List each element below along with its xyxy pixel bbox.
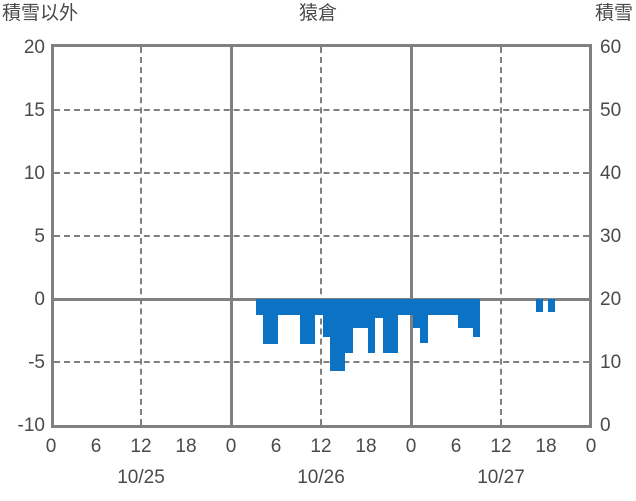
- x-tick-30h: 6: [270, 436, 282, 457]
- bar: [536, 299, 543, 312]
- left-axis-unit-label: 積雪以外: [2, 3, 79, 24]
- bar: [405, 299, 413, 316]
- y-tick-right-20: 20: [600, 289, 622, 310]
- bar: [413, 299, 420, 328]
- x-tick-0h: 0: [45, 436, 57, 457]
- x-tick-66h: 18: [535, 436, 557, 457]
- x-tick-36h: 12: [310, 436, 332, 457]
- right-axis-unit-label: 積雪: [594, 3, 633, 24]
- bar: [383, 299, 390, 354]
- bar: [368, 299, 375, 354]
- bar: [465, 299, 473, 328]
- x-tick-18h: 18: [175, 436, 197, 457]
- bar: [285, 299, 293, 316]
- x-tick-54h: 6: [450, 436, 462, 457]
- bar: [443, 299, 450, 316]
- y-tick-right-10: 10: [600, 352, 622, 373]
- bar: [458, 299, 465, 328]
- y-tick-left-0: 0: [34, 289, 45, 310]
- y-tick-right-30: 30: [600, 226, 622, 247]
- x-tick-72h: 0: [585, 436, 597, 457]
- bar: [256, 299, 263, 316]
- page-title: 猿倉: [298, 3, 337, 24]
- bar: [428, 299, 435, 316]
- x-axis-hour-labels: 0 6 12 18 0 6 12 18 0 6 12 18 0: [0, 436, 636, 462]
- gridline-x-12h: [140, 47, 142, 425]
- day-label-10-26: 10/26: [297, 467, 345, 488]
- bar: [360, 299, 368, 328]
- x-tick-12h: 12: [130, 436, 152, 457]
- y-tick-left-10: 10: [23, 163, 45, 184]
- x-tick-6h: 6: [90, 436, 102, 457]
- y-tick-left-20: 20: [23, 37, 45, 58]
- bar: [330, 299, 338, 371]
- bar: [473, 299, 480, 337]
- plot-inner: [54, 47, 589, 425]
- gridline-x-24h: [229, 47, 233, 425]
- day-label-10-27: 10/27: [477, 467, 525, 488]
- gridline-x-36h: [320, 47, 322, 425]
- bar: [345, 299, 353, 354]
- x-axis-day-labels: 10/25 10/26 10/27: [0, 466, 636, 496]
- bar: [435, 299, 443, 316]
- y-tick-right-50: 50: [600, 100, 622, 121]
- bar: [450, 299, 458, 316]
- bar: [293, 299, 300, 316]
- y-tick-left--5: -5: [28, 352, 45, 373]
- y-tick-left--10: -10: [17, 415, 45, 436]
- bar: [338, 299, 345, 371]
- bar: [375, 299, 383, 318]
- gridline-x-60h: [500, 47, 502, 425]
- bar: [390, 299, 398, 354]
- x-tick-42h: 18: [355, 436, 377, 457]
- x-tick-24h: 0: [225, 436, 237, 457]
- bar: [263, 299, 270, 345]
- bar: [420, 299, 428, 344]
- y-tick-left-15: 15: [23, 100, 45, 121]
- y-tick-right-60: 60: [600, 37, 622, 58]
- day-label-10-25: 10/25: [117, 467, 165, 488]
- plot-area: [51, 44, 592, 428]
- bar: [548, 299, 555, 312]
- y-tick-right-40: 40: [600, 163, 622, 184]
- y-tick-right-0: 0: [600, 415, 611, 436]
- gridline-x-48h: [409, 47, 413, 425]
- x-tick-48h: 0: [405, 436, 417, 457]
- bar: [270, 299, 278, 345]
- bar: [300, 299, 308, 345]
- bar: [323, 299, 330, 337]
- bar: [278, 299, 285, 316]
- y-axis-left-labels: 20 15 10 5 0 -5 -10: [0, 0, 45, 501]
- y-axis-right-labels: 60 50 40 30 20 10 0: [600, 0, 636, 501]
- x-tick-60h: 12: [490, 436, 512, 457]
- bar: [315, 299, 323, 316]
- bar: [308, 299, 315, 345]
- bar: [353, 299, 360, 328]
- bar: [398, 299, 405, 316]
- y-tick-left-5: 5: [34, 226, 45, 247]
